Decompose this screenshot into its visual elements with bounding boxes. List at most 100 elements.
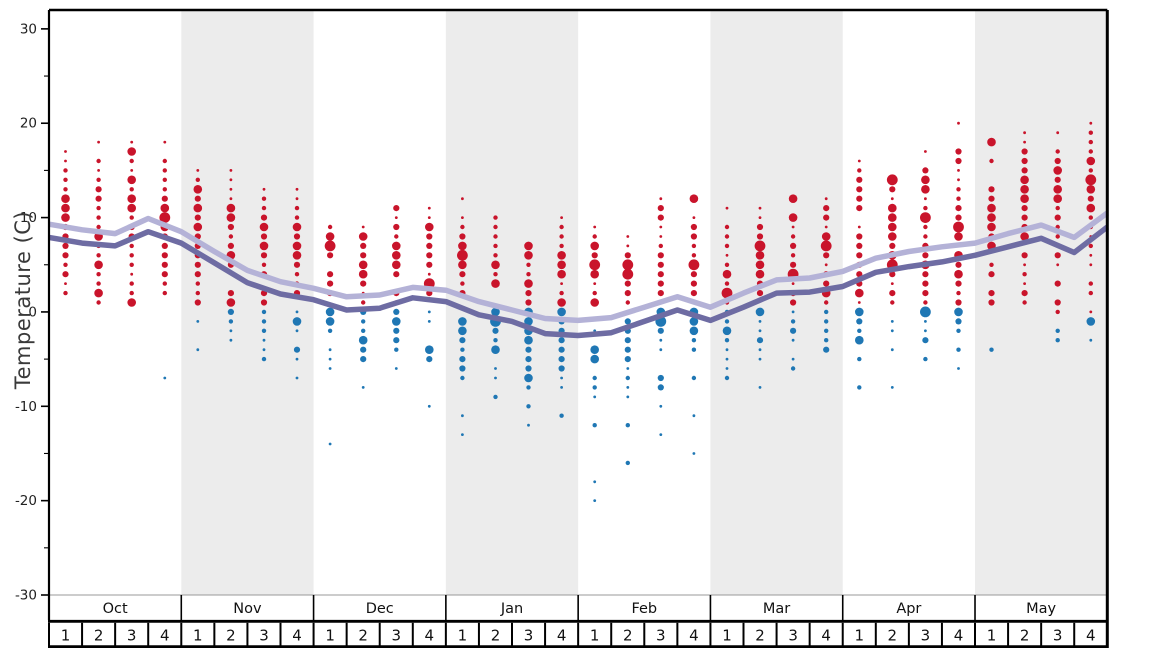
max-temp-dot <box>560 282 563 285</box>
week-number-label: 1 <box>722 627 732 645</box>
month-label-mar: Mar <box>763 601 790 617</box>
week-number-label: 2 <box>226 627 236 645</box>
min-temp-dot <box>755 307 765 317</box>
max-temp-dot <box>921 185 930 194</box>
max-temp-dot <box>557 260 566 270</box>
min-temp-dot <box>790 327 797 334</box>
week-number-label: 4 <box>292 627 302 645</box>
max-temp-dot <box>856 186 863 193</box>
week-number-label: 2 <box>623 627 633 645</box>
min-temp-dot <box>394 367 398 370</box>
min-temp-dot <box>526 385 531 390</box>
max-temp-dot <box>97 169 100 172</box>
y-tick-label: -30 <box>15 588 37 604</box>
month-shaded-band <box>710 10 843 595</box>
max-temp-dot <box>790 299 797 306</box>
min-temp-dot <box>227 308 234 315</box>
max-temp-dot <box>1054 176 1061 183</box>
max-temp-dot <box>758 216 762 220</box>
max-temp-dot <box>690 280 698 287</box>
min-temp-dot <box>527 423 530 427</box>
min-temp-dot <box>758 357 762 361</box>
max-temp-dot <box>1053 166 1062 175</box>
max-temp-dot <box>626 235 630 238</box>
max-temp-dot <box>857 225 861 229</box>
min-temp-dot <box>461 414 464 418</box>
max-temp-dot <box>957 169 960 172</box>
max-temp-dot <box>96 215 101 220</box>
max-temp-dot <box>922 280 929 287</box>
max-temp-dot <box>62 252 69 259</box>
max-temp-dot <box>923 224 928 230</box>
max-temp-dot <box>624 252 631 259</box>
y-tick-label: -20 <box>15 493 37 509</box>
max-temp-dot <box>127 175 136 185</box>
max-temp-dot <box>324 240 336 252</box>
max-temp-dot <box>325 232 335 241</box>
max-temp-dot <box>559 243 564 249</box>
max-temp-dot <box>127 194 136 203</box>
min-temp-dot <box>493 338 498 343</box>
month-label-feb: Feb <box>631 601 657 617</box>
max-temp-dot <box>1087 195 1094 202</box>
average-low-line <box>48 224 1109 339</box>
max-temp-dot <box>392 260 401 270</box>
min-temp-dot <box>459 337 466 344</box>
min-temp-dot <box>692 414 696 418</box>
max-temp-dot <box>922 271 929 278</box>
min-temp-dot <box>824 319 829 324</box>
min-temp-dot <box>196 320 200 323</box>
min-temp-dot <box>657 327 664 334</box>
max-temp-dot <box>163 140 167 144</box>
max-temp-dot <box>194 271 201 278</box>
max-temp-dot <box>922 290 929 297</box>
week-number-label: 4 <box>954 627 964 645</box>
min-temp-dot <box>295 329 299 333</box>
max-temp-dot <box>657 252 664 259</box>
max-temp-dot <box>260 252 268 259</box>
max-temp-dot <box>491 279 500 288</box>
max-temp-dot <box>856 252 863 259</box>
min-temp-dot <box>459 356 466 363</box>
max-temp-dot <box>94 288 103 298</box>
max-temp-dot <box>889 186 896 193</box>
max-temp-dot <box>458 241 467 251</box>
max-temp-dot <box>989 158 994 164</box>
min-temp-dot <box>524 335 533 345</box>
max-temp-dot <box>427 272 431 276</box>
min-temp-dot <box>592 423 597 428</box>
min-temp-dot <box>624 337 631 344</box>
max-temp-dot <box>1088 139 1094 145</box>
max-temp-dot <box>493 243 498 249</box>
max-temp-dot <box>954 269 963 279</box>
average-high-line <box>48 210 1109 324</box>
max-temp-dot <box>890 197 894 201</box>
max-temp-dot <box>657 205 664 212</box>
max-temp-dot <box>955 157 962 165</box>
min-temp-dot <box>924 320 927 323</box>
min-temp-dot <box>458 317 467 326</box>
min-temp-dot <box>328 357 332 361</box>
max-temp-dot <box>657 280 664 287</box>
max-temp-dot <box>64 150 67 153</box>
min-temp-dot <box>558 346 565 353</box>
max-temp-dot <box>1088 130 1094 135</box>
min-temp-dot <box>491 345 500 355</box>
min-temp-dot <box>657 384 664 391</box>
max-temp-dot <box>1055 234 1060 239</box>
max-temp-dot <box>657 271 664 278</box>
max-temp-dot <box>923 300 928 305</box>
max-temp-dot <box>161 195 168 202</box>
max-temp-dot <box>756 290 764 297</box>
min-temp-dot <box>791 338 795 342</box>
max-temp-dot <box>955 214 962 221</box>
min-temp-dot <box>724 338 730 343</box>
min-temp-dot <box>924 329 927 333</box>
max-temp-dot <box>360 252 367 259</box>
month-label-may: May <box>1026 601 1056 617</box>
min-temp-dot <box>857 328 862 333</box>
max-temp-dot <box>63 177 68 182</box>
min-temp-dot <box>295 357 299 361</box>
max-temp-dot <box>460 224 465 230</box>
min-temp-dot <box>229 338 233 342</box>
